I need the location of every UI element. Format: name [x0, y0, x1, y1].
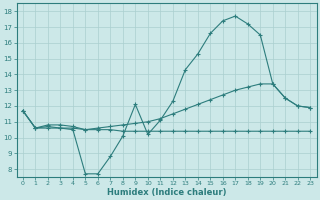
- X-axis label: Humidex (Indice chaleur): Humidex (Indice chaleur): [107, 188, 226, 197]
